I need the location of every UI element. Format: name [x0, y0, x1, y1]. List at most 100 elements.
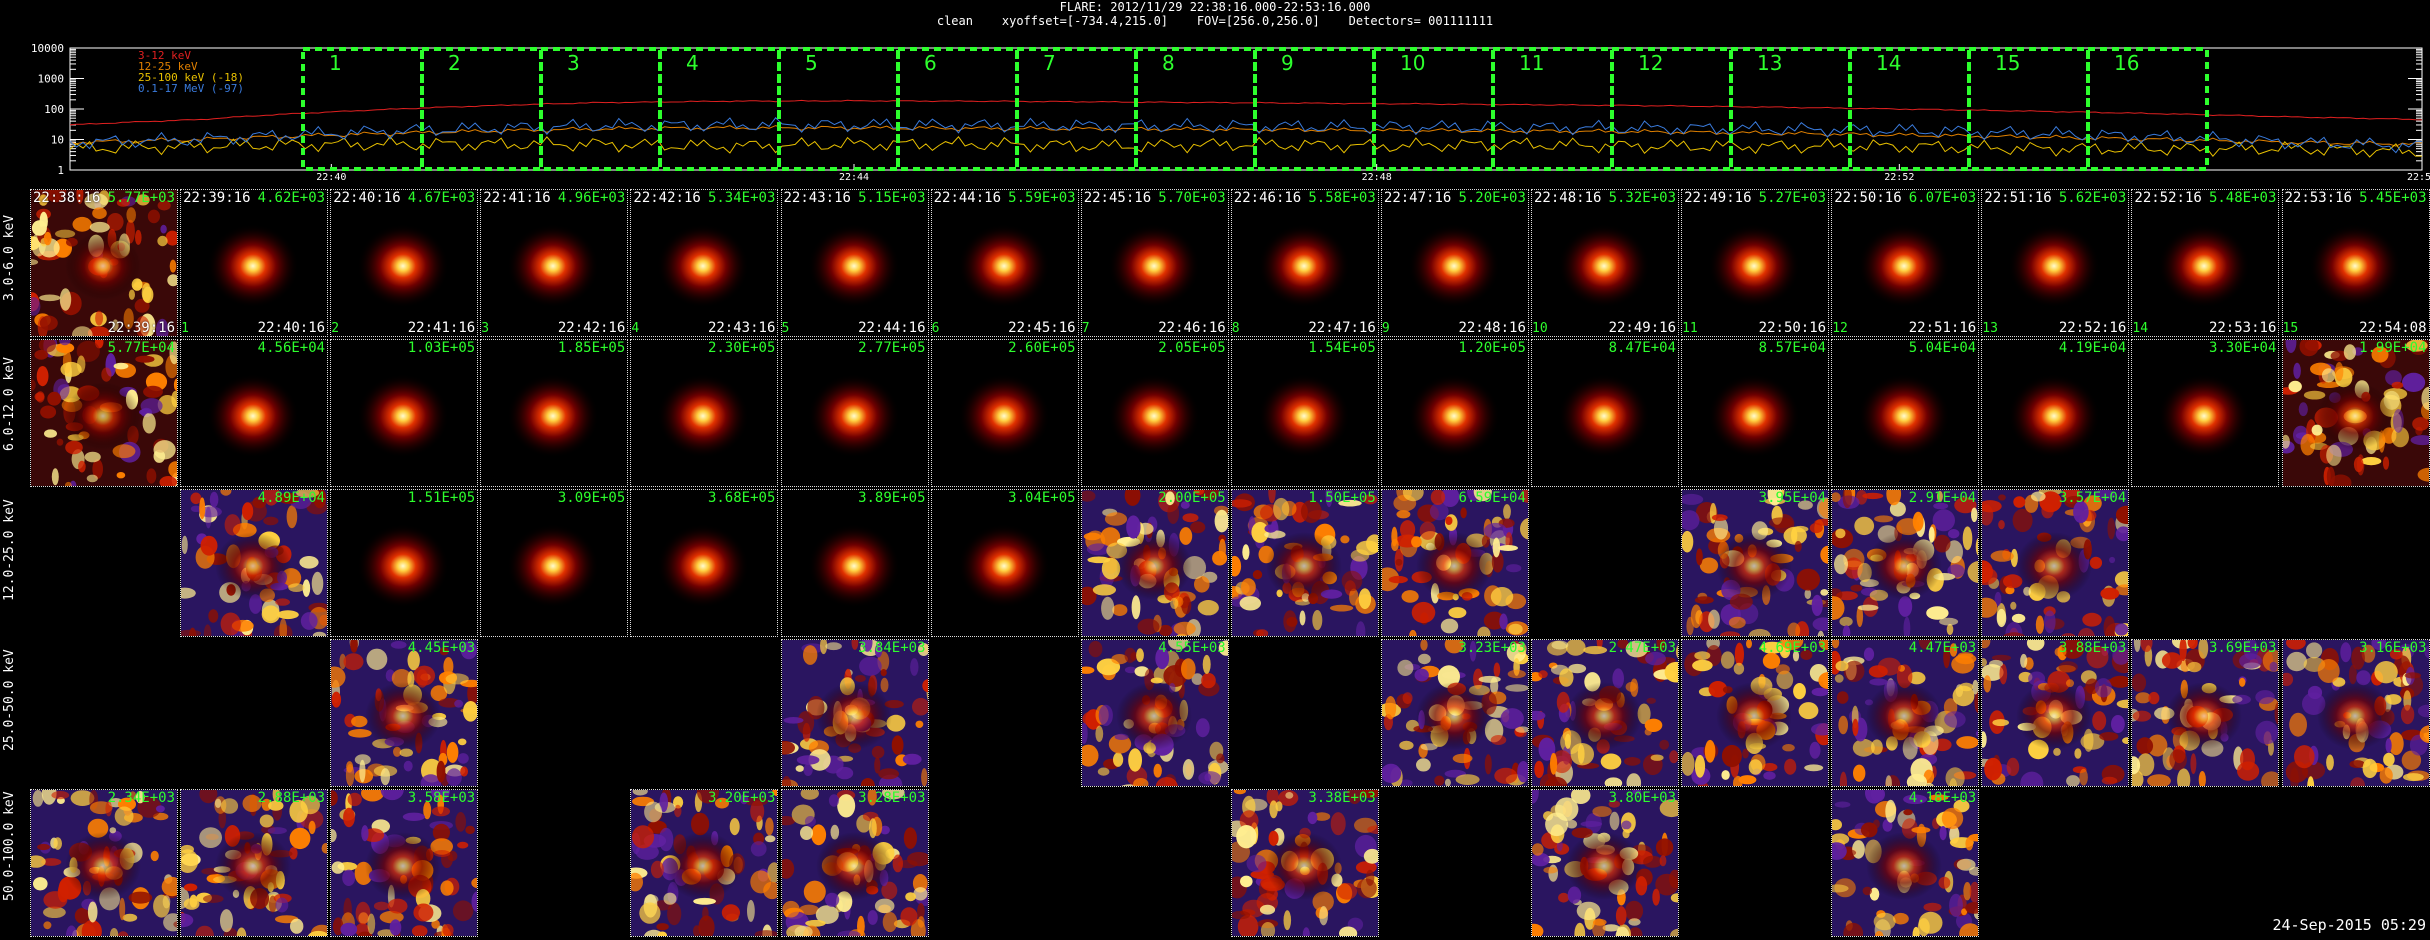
image-cell: 4.56E+04 — [180, 339, 329, 487]
emission-blob — [1417, 653, 1431, 665]
emission-blob — [909, 658, 918, 676]
image-map — [2282, 640, 2429, 786]
flux-label: 2.00E+05 — [1158, 490, 1226, 506]
emission-blob — [1135, 648, 1144, 663]
emission-blob — [1852, 738, 1875, 757]
emission-blob — [1713, 517, 1729, 540]
emission-blob — [1543, 866, 1558, 874]
emission-blob — [1300, 500, 1322, 523]
emission-blob — [819, 640, 827, 655]
emission-blob — [2199, 771, 2207, 786]
flare-source — [665, 832, 742, 900]
flare-source — [2008, 224, 2101, 308]
emission-blob — [55, 229, 76, 238]
y-tick-label: 10000 — [31, 44, 64, 55]
emission-blob — [1622, 829, 1630, 839]
emission-blob — [53, 837, 62, 850]
flare-source — [1407, 224, 1500, 308]
emission-blob — [1131, 595, 1141, 620]
x-tick-label: 22:56 — [2407, 172, 2430, 180]
emission-blob — [1738, 775, 1757, 785]
emission-blob — [342, 869, 356, 886]
image-cell: 3.57E+04 — [1981, 489, 2130, 637]
emission-blob — [128, 289, 135, 300]
emission-blob — [794, 925, 813, 936]
image-map — [657, 224, 750, 308]
emission-blob — [1574, 922, 1586, 936]
emission-blob — [31, 855, 46, 868]
emission-blob — [1819, 640, 1829, 650]
emission-blob — [1699, 557, 1719, 574]
emission-blob — [1399, 520, 1416, 539]
emission-blob — [2136, 737, 2154, 755]
emission-blob — [1608, 800, 1620, 808]
image-cell: 1.99E+04 — [2281, 339, 2430, 487]
emission-blob — [181, 587, 196, 599]
emission-blob — [1992, 719, 2010, 727]
interval-label: 7 — [1043, 51, 1056, 75]
emission-blob — [1811, 594, 1823, 616]
flux-label: 5.77E+03 — [107, 190, 175, 206]
emission-blob — [1218, 640, 1228, 656]
emission-blob — [1565, 640, 1586, 656]
emission-blob — [2190, 753, 2197, 775]
flux-label: 5.77E+04 — [107, 340, 175, 356]
end-time-label: 22:48:16 — [1458, 320, 1526, 336]
emission-blob — [2082, 612, 2102, 627]
emission-blob — [34, 392, 45, 401]
image-cell: 5.48E+03 22:52:16 22:53:16 14 — [2131, 189, 2280, 337]
emission-blob — [1233, 790, 1246, 795]
emission-blob — [1313, 812, 1330, 821]
emission-blob — [2066, 775, 2081, 786]
emission-blob — [1949, 643, 1958, 657]
emission-blob — [702, 906, 710, 921]
emission-blob — [1237, 914, 1259, 936]
emission-blob — [2285, 651, 2307, 672]
emission-blob — [1409, 629, 1417, 636]
emission-blob — [1365, 534, 1378, 553]
emission-blob — [632, 825, 655, 849]
flux-label: 5.58E+03 — [1308, 190, 1376, 206]
emission-blob — [1628, 918, 1641, 926]
emission-blob — [1125, 515, 1141, 539]
start-time-label: 22:42:16 — [633, 190, 701, 206]
emission-blob — [1399, 740, 1414, 750]
emission-blob — [1956, 858, 1976, 871]
image-map — [2308, 224, 2401, 308]
end-time-label: 22:44:16 — [858, 320, 926, 336]
interval-label: 11 — [1519, 51, 1544, 75]
flare-source — [957, 374, 1050, 458]
interval-label: 8 — [1162, 51, 1175, 75]
emission-blob — [2101, 776, 2118, 785]
emission-blob — [1198, 490, 1219, 501]
emission-blob — [1912, 926, 1920, 936]
flux-label: 5.04E+04 — [1908, 340, 1977, 356]
emission-blob — [2382, 752, 2395, 767]
image-map — [207, 374, 300, 458]
emission-blob — [1402, 692, 1413, 704]
image-map — [2008, 374, 2101, 458]
emission-blob — [1081, 490, 1096, 502]
image-map — [631, 790, 778, 936]
emission-blob — [1762, 652, 1781, 669]
emission-blob — [1469, 640, 1477, 662]
emission-blob — [129, 791, 137, 801]
emission-blob — [56, 438, 64, 446]
image-map — [957, 374, 1050, 458]
emission-blob — [2012, 508, 2033, 533]
emission-blob — [1861, 822, 1878, 838]
emission-blob — [1235, 825, 1257, 849]
emission-blob — [122, 913, 138, 922]
emission-blob — [1494, 767, 1518, 784]
flare-source — [1265, 532, 1342, 600]
emission-blob — [824, 642, 842, 651]
interval-label: 15 — [1995, 51, 2020, 75]
image-cell: 1.03E+05 — [330, 339, 479, 487]
emission-blob — [439, 647, 449, 656]
emission-blob — [1097, 767, 1110, 776]
emission-blob — [36, 366, 49, 387]
emission-blob — [56, 342, 75, 354]
image-cell: 3.88E+03 — [1981, 639, 2130, 787]
emission-blob — [1804, 588, 1812, 600]
emission-blob — [1834, 674, 1844, 683]
